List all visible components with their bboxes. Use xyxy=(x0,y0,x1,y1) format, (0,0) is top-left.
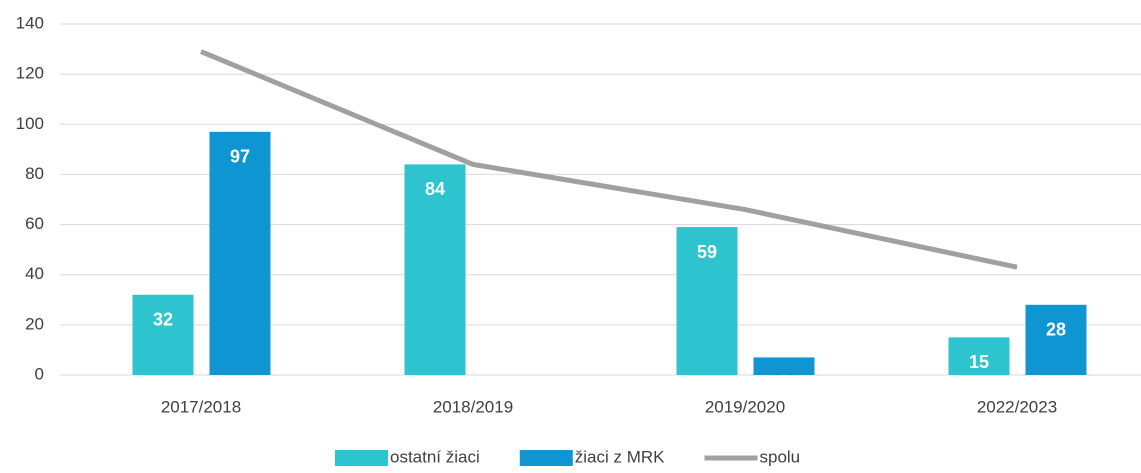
x-tick-label: 2019/2020 xyxy=(705,397,785,416)
line xyxy=(200,49,1018,270)
legend-label: ostatní žiaci xyxy=(390,447,480,466)
bar xyxy=(948,337,1010,375)
x-tick-label: 2022/2023 xyxy=(977,397,1057,416)
y-tick-label: 120 xyxy=(16,64,44,83)
y-tick-label: 20 xyxy=(25,314,44,333)
y-tick-label: 140 xyxy=(16,13,44,32)
value-label: 28 xyxy=(1046,320,1066,340)
value-label: 32 xyxy=(153,310,173,330)
value-label: 15 xyxy=(969,352,989,372)
y-tick-label: 100 xyxy=(16,114,44,133)
legend-swatch xyxy=(519,450,573,466)
x-tick-label: 2018/2019 xyxy=(433,397,513,416)
y-tick-label: 60 xyxy=(25,214,44,233)
bar xyxy=(132,294,194,375)
x-tick-label: 2017/2018 xyxy=(161,397,241,416)
bar xyxy=(753,357,815,375)
value-label: 7 xyxy=(779,372,789,392)
legend-swatch xyxy=(335,450,388,466)
value-label: 84 xyxy=(425,179,445,199)
bar xyxy=(1025,304,1087,375)
y-tick-label: 0 xyxy=(35,364,44,383)
y-tick-label: 80 xyxy=(25,164,44,183)
y-tick-label: 40 xyxy=(25,264,44,283)
legend-label: žiaci z MRK xyxy=(575,447,665,466)
value-label: 59 xyxy=(697,242,717,262)
value-label: 97 xyxy=(230,147,250,167)
bar xyxy=(404,164,466,375)
legend-label: spolu xyxy=(760,447,801,466)
bar xyxy=(676,227,738,375)
bar xyxy=(209,131,271,375)
